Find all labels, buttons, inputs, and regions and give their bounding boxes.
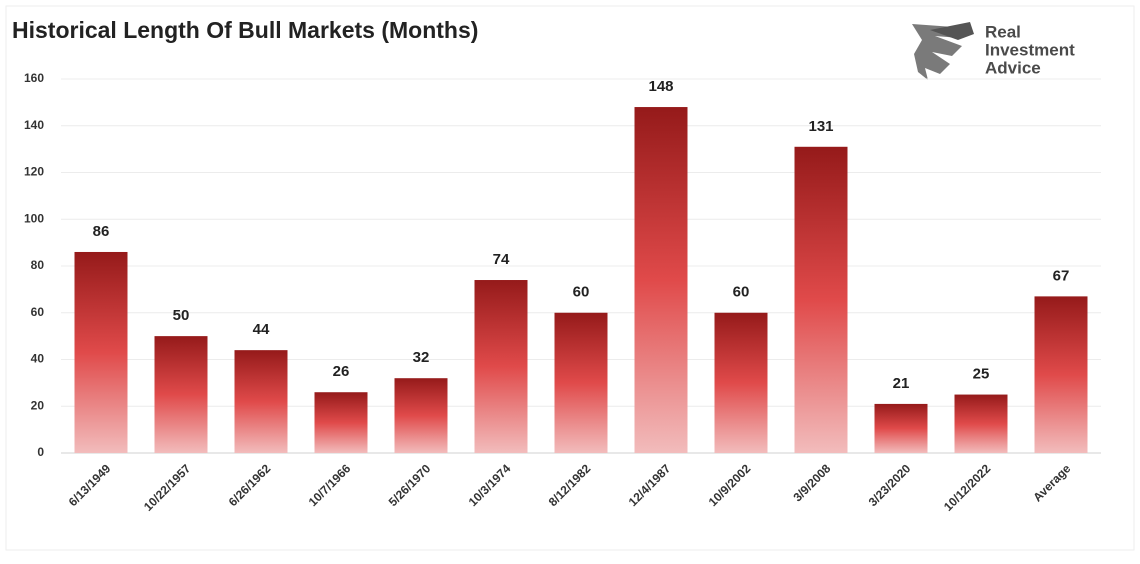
x-tick-label: Average bbox=[1030, 461, 1073, 504]
bar bbox=[954, 394, 1008, 453]
x-tick-label: 6/13/1949 bbox=[66, 461, 114, 509]
y-tick-label: 160 bbox=[24, 71, 44, 85]
bar bbox=[1034, 296, 1088, 453]
bar bbox=[234, 350, 288, 453]
value-label: 25 bbox=[973, 366, 990, 383]
bar bbox=[154, 336, 208, 453]
x-tick-label: 3/9/2008 bbox=[790, 461, 833, 504]
value-label: 32 bbox=[413, 349, 430, 366]
value-label: 21 bbox=[893, 375, 910, 392]
value-label: 50 bbox=[173, 307, 190, 324]
bar bbox=[474, 280, 528, 453]
bar bbox=[714, 312, 768, 453]
value-label: 131 bbox=[808, 118, 833, 135]
x-tick-label: 10/22/1957 bbox=[141, 461, 194, 514]
y-tick-label: 120 bbox=[24, 165, 44, 179]
x-tick-label: 6/26/1962 bbox=[226, 461, 274, 509]
bar bbox=[794, 146, 848, 453]
y-tick-label: 80 bbox=[31, 258, 45, 272]
logo-icon bbox=[912, 22, 974, 80]
x-tick-label: 8/12/1982 bbox=[546, 461, 594, 509]
x-tick-label: 10/7/1966 bbox=[306, 461, 354, 509]
bar bbox=[394, 378, 448, 453]
bar bbox=[74, 251, 128, 453]
y-tick-label: 20 bbox=[31, 398, 45, 412]
value-label: 86 bbox=[93, 223, 110, 240]
value-label: 26 bbox=[333, 363, 350, 380]
brand-text: Advice bbox=[985, 58, 1041, 77]
x-tick-label: 10/9/2002 bbox=[706, 461, 754, 509]
bar bbox=[874, 403, 928, 453]
value-label: 74 bbox=[493, 251, 510, 268]
bar bbox=[314, 392, 368, 453]
x-tick-label: 10/12/2022 bbox=[941, 461, 994, 514]
y-tick-label: 0 bbox=[37, 445, 44, 459]
brand-text: Real bbox=[985, 22, 1021, 41]
x-tick-label: 5/26/1970 bbox=[386, 461, 434, 509]
value-label: 60 bbox=[733, 284, 750, 301]
value-label: 67 bbox=[1053, 267, 1070, 284]
y-tick-label: 140 bbox=[24, 118, 44, 132]
brand-text: Investment bbox=[985, 40, 1075, 59]
value-label: 44 bbox=[253, 321, 270, 338]
y-tick-label: 60 bbox=[31, 305, 45, 319]
value-label: 60 bbox=[573, 284, 590, 301]
bar bbox=[554, 312, 608, 453]
chart-title: Historical Length Of Bull Markets (Month… bbox=[12, 17, 478, 43]
y-tick-label: 40 bbox=[31, 352, 45, 366]
frame bbox=[5, 5, 1135, 551]
x-tick-label: 12/4/1987 bbox=[626, 461, 674, 509]
y-tick-label: 100 bbox=[24, 211, 44, 225]
x-tick-label: 3/23/2020 bbox=[866, 461, 914, 509]
bar bbox=[634, 107, 688, 454]
value-label: 148 bbox=[648, 78, 673, 95]
x-tick-label: 10/3/1974 bbox=[466, 461, 514, 509]
